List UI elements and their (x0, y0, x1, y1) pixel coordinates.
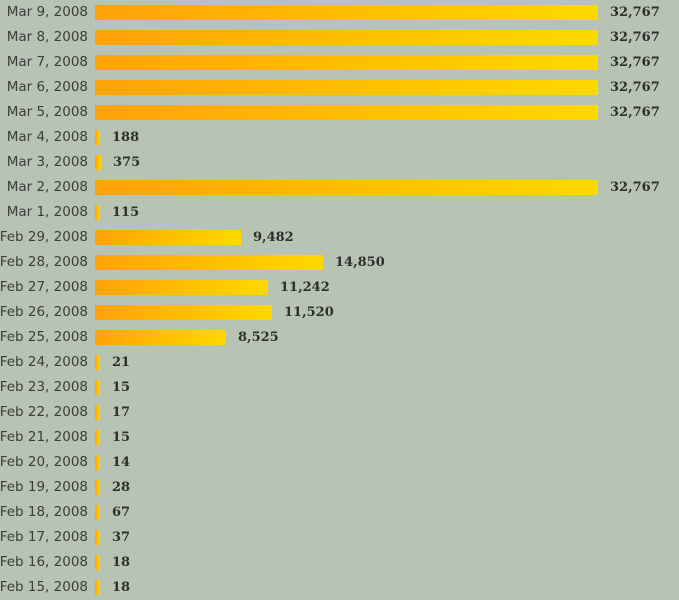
category-label: Feb 29, 2008 (0, 229, 88, 245)
bar-row: Feb 21, 2008 15 (0, 425, 679, 450)
value-label: 115 (112, 205, 140, 220)
bar (95, 30, 598, 45)
bar (95, 280, 268, 295)
value-label: 32,767 (610, 80, 660, 95)
category-label: Feb 20, 2008 (0, 454, 88, 470)
bar (95, 205, 100, 220)
bar-row: Mar 6, 2008 32,767 (0, 75, 679, 100)
value-label: 15 (112, 380, 131, 395)
value-label: 32,767 (610, 55, 660, 70)
value-label: 188 (112, 130, 140, 145)
bar (95, 305, 272, 320)
value-label: 375 (113, 155, 141, 170)
value-label: 15 (112, 430, 131, 445)
bar-row: Mar 1, 2008 115 (0, 200, 679, 225)
bar (95, 55, 598, 70)
category-label: Feb 23, 2008 (0, 379, 88, 395)
value-label: 21 (112, 355, 131, 370)
bar-row: Feb 22, 2008 17 (0, 400, 679, 425)
bar (95, 405, 100, 420)
value-label: 9,482 (253, 230, 294, 245)
value-label: 14,850 (335, 255, 385, 270)
bar (95, 455, 100, 470)
value-label: 32,767 (610, 180, 660, 195)
bar (95, 555, 100, 570)
bar (95, 355, 100, 370)
category-label: Mar 1, 2008 (6, 204, 88, 220)
bar-row: Feb 16, 2008 18 (0, 550, 679, 575)
bar (95, 230, 241, 245)
bar (95, 330, 226, 345)
category-label: Mar 8, 2008 (6, 29, 88, 45)
value-label: 28 (112, 480, 131, 495)
bar-row: Feb 15, 2008 18 (0, 575, 679, 600)
category-label: Feb 18, 2008 (0, 504, 88, 520)
bar-row: Feb 23, 2008 15 (0, 375, 679, 400)
value-label: 14 (112, 455, 131, 470)
value-label: 11,520 (284, 305, 334, 320)
bar-row: Feb 26, 2008 11,520 (0, 300, 679, 325)
category-label: Mar 9, 2008 (6, 4, 88, 20)
category-label: Feb 24, 2008 (0, 354, 88, 370)
bar (95, 155, 101, 170)
value-label: 32,767 (610, 30, 660, 45)
value-label: 32,767 (610, 5, 660, 20)
bar (95, 5, 598, 20)
category-label: Feb 25, 2008 (0, 329, 88, 345)
category-label: Feb 27, 2008 (0, 279, 88, 295)
bar-row: Feb 20, 2008 14 (0, 450, 679, 475)
value-label: 17 (112, 405, 131, 420)
bar-row: Feb 28, 2008 14,850 (0, 250, 679, 275)
bar-row: Mar 7, 2008 32,767 (0, 50, 679, 75)
category-label: Mar 6, 2008 (6, 79, 88, 95)
value-label: 18 (112, 580, 131, 595)
bar-row: Mar 9, 2008 32,767 (0, 0, 679, 25)
bar-row: Feb 29, 2008 9,482 (0, 225, 679, 250)
bar-row: Feb 18, 2008 67 (0, 500, 679, 525)
category-label: Feb 16, 2008 (0, 554, 88, 570)
bar-row: Mar 5, 2008 32,767 (0, 100, 679, 125)
category-label: Mar 4, 2008 (6, 129, 88, 145)
category-label: Mar 7, 2008 (6, 54, 88, 70)
value-label: 11,242 (280, 280, 330, 295)
bar (95, 430, 100, 445)
category-label: Feb 19, 2008 (0, 479, 88, 495)
value-label: 37 (112, 530, 131, 545)
bar (95, 530, 100, 545)
bar-row: Mar 3, 2008 375 (0, 150, 679, 175)
category-label: Mar 3, 2008 (6, 154, 88, 170)
category-label: Feb 28, 2008 (0, 254, 88, 270)
bar-row: Feb 25, 2008 8,525 (0, 325, 679, 350)
category-label: Mar 2, 2008 (6, 179, 88, 195)
category-label: Feb 17, 2008 (0, 529, 88, 545)
bar (95, 580, 100, 595)
category-label: Feb 22, 2008 (0, 404, 88, 420)
bar-row: Feb 27, 2008 11,242 (0, 275, 679, 300)
category-label: Feb 15, 2008 (0, 579, 88, 595)
bar-row: Mar 8, 2008 32,767 (0, 25, 679, 50)
category-label: Feb 26, 2008 (0, 304, 88, 320)
bar (95, 380, 100, 395)
bar (95, 255, 323, 270)
bar (95, 80, 598, 95)
value-label: 32,767 (610, 105, 660, 120)
bar (95, 505, 100, 520)
bar (95, 105, 598, 120)
bar (95, 180, 598, 195)
bar-row: Mar 4, 2008 188 (0, 125, 679, 150)
bar-row: Feb 24, 2008 21 (0, 350, 679, 375)
bar-row: Feb 19, 2008 28 (0, 475, 679, 500)
bar (95, 130, 100, 145)
value-label: 8,525 (238, 330, 279, 345)
value-label: 18 (112, 555, 131, 570)
bar-row: Mar 2, 2008 32,767 (0, 175, 679, 200)
category-label: Feb 21, 2008 (0, 429, 88, 445)
category-label: Mar 5, 2008 (6, 104, 88, 120)
bar (95, 480, 100, 495)
bar-row: Feb 17, 2008 37 (0, 525, 679, 550)
value-label: 67 (112, 505, 131, 520)
